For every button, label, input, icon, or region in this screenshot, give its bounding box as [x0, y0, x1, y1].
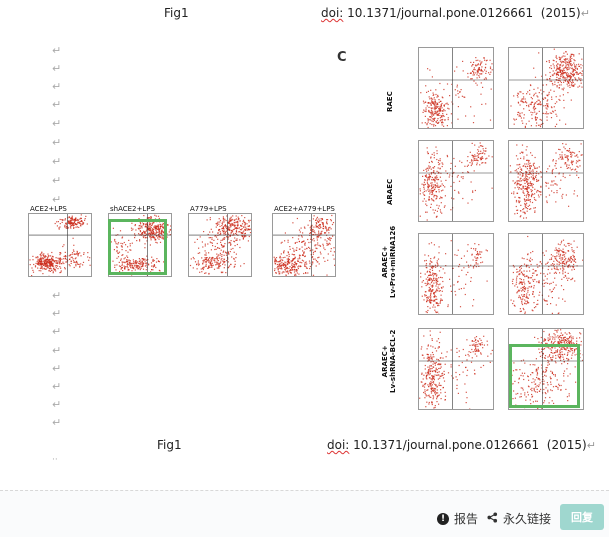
grid-plot-r3-c2 — [508, 233, 584, 315]
fig-label: Fig1 — [157, 438, 182, 452]
flow-cytometry-scatter — [509, 48, 583, 128]
fig-label: Fig1 — [164, 6, 189, 20]
figure-caption-bottom: Fig1 — [157, 438, 182, 452]
doi-line-bottom: doi: 10.1371/journal.pone.0126661 (2015)… — [327, 438, 596, 452]
paragraph-mark: ↵ — [52, 174, 61, 187]
row-label: ARAEC+Lv-Pro+miRNA126 — [381, 226, 397, 298]
paragraph-mark: ↵ — [52, 62, 61, 75]
panel-title: shACE2+LPS — [110, 205, 155, 213]
left-plot-4 — [272, 213, 336, 277]
grid-plot-r1-c1 — [418, 47, 494, 129]
paragraph-mark: ↵ — [52, 362, 61, 375]
flow-cytometry-scatter — [509, 234, 583, 314]
paragraph-mark: ↵ — [52, 98, 61, 111]
flow-cytometry-scatter — [29, 214, 91, 276]
grid-plot-r4-c2 — [508, 328, 584, 410]
left-plot-1 — [28, 213, 92, 277]
grid-plot-r2-c2 — [508, 140, 584, 222]
ellipsis-mark: ·· — [52, 455, 58, 465]
paragraph-mark: ↵ — [52, 289, 61, 302]
doi-value: 10.1371/journal.pone.0126661 — [349, 438, 539, 452]
return-mark: ↵ — [587, 439, 596, 452]
flow-cytometry-scatter — [419, 48, 493, 128]
row-label: RAEC — [386, 91, 394, 112]
flow-cytometry-scatter — [419, 234, 493, 314]
flow-cytometry-scatter — [419, 329, 493, 409]
paragraph-mark: ↵ — [52, 398, 61, 411]
doi-line-top: doi: 10.1371/journal.pone.0126661 (2015)… — [321, 6, 590, 20]
doi-value: 10.1371/journal.pone.0126661 — [343, 6, 533, 20]
reply-button[interactable]: 回复 — [560, 504, 604, 530]
left-plot-3 — [188, 213, 252, 277]
paragraph-mark: ↵ — [52, 155, 61, 168]
doi-prefix: doi: — [327, 438, 349, 452]
grid-plot-r4-c1 — [418, 328, 494, 410]
doi-year: (2015) — [547, 438, 587, 452]
row-label: ARAEC+Lv-shRNA-BCL-2 — [381, 330, 397, 393]
share-icon — [487, 512, 498, 526]
paragraph-mark: ↵ — [52, 344, 61, 357]
grid-plot-r2-c1 — [418, 140, 494, 222]
paragraph-mark: ↵ — [52, 117, 61, 130]
panel-title: ACE2+LPS — [30, 205, 67, 213]
exclamation-circle-icon: ! — [437, 513, 449, 525]
doi-year: (2015) — [541, 6, 581, 20]
flow-cytometry-scatter — [509, 141, 583, 221]
flow-cytometry-scatter — [509, 329, 583, 409]
flow-cytometry-scatter — [189, 214, 251, 276]
report-link[interactable]: ! 报告 — [437, 510, 478, 527]
figure-caption-top: Fig1 — [164, 6, 189, 20]
report-label: 报告 — [454, 510, 478, 527]
permalink-link[interactable]: 永久链接 — [487, 510, 551, 527]
panel-title: A779+LPS — [190, 205, 227, 213]
paragraph-mark: ↵ — [52, 44, 61, 57]
permalink-label: 永久链接 — [503, 510, 551, 527]
paragraph-mark: ↵ — [52, 136, 61, 149]
grid-plot-r3-c1 — [418, 233, 494, 315]
return-mark: ↵ — [581, 7, 590, 20]
left-plot-2 — [108, 213, 172, 277]
row-label: ARAEC — [386, 179, 394, 205]
flow-cytometry-scatter — [273, 214, 335, 276]
flow-cytometry-scatter — [109, 214, 171, 276]
panel-letter: C — [337, 50, 347, 65]
paragraph-mark: ↵ — [52, 80, 61, 93]
doi-prefix: doi: — [321, 6, 343, 20]
flow-cytometry-scatter — [419, 141, 493, 221]
grid-plot-r1-c2 — [508, 47, 584, 129]
paragraph-mark: ↵ — [52, 325, 61, 338]
panel-title: ACE2+A779+LPS — [274, 205, 335, 213]
paragraph-mark: ↵ — [52, 380, 61, 393]
paragraph-mark: ↵ — [52, 307, 61, 320]
paragraph-mark: ↵ — [52, 416, 61, 429]
